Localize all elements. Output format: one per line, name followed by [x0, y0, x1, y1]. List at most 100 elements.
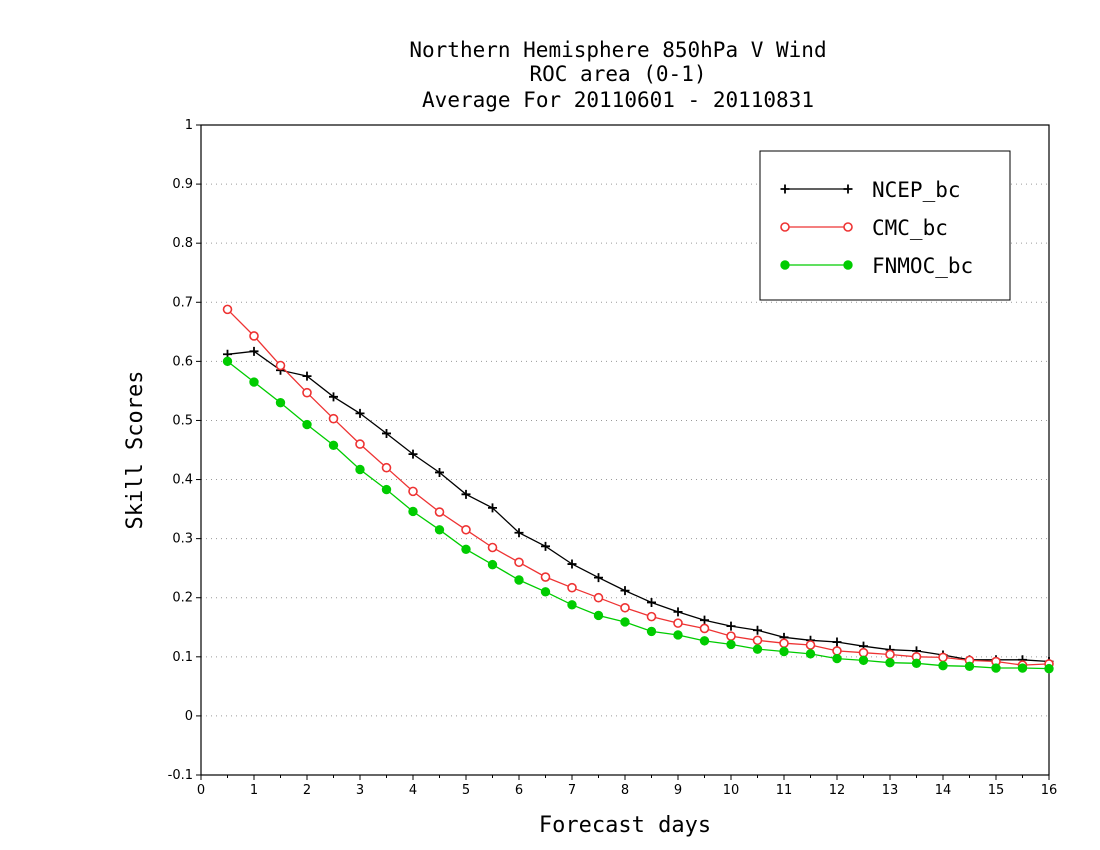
data-point — [514, 557, 524, 568]
y-tick-label: 0.6 — [172, 354, 193, 369]
x-tick-label: 6 — [515, 783, 523, 798]
data-point — [858, 655, 869, 666]
data-point — [726, 631, 736, 641]
legend-label: NCEP_bc — [872, 178, 961, 202]
data-point — [540, 572, 551, 582]
data-point — [302, 419, 312, 430]
y-axis-label: Skill Scores — [123, 371, 148, 530]
legend-entry: NCEP_bc — [780, 178, 961, 202]
data-point — [673, 618, 683, 628]
data-point — [434, 525, 445, 535]
data-point — [487, 559, 498, 570]
legend-entry: FNMOC_bc — [780, 254, 973, 278]
series-layer — [222, 304, 1054, 674]
data-point — [699, 636, 710, 646]
data-point — [275, 398, 286, 408]
y-tick-label: 0 — [185, 709, 193, 724]
series-line — [227, 350, 1050, 663]
x-tick-label: 11 — [776, 783, 793, 798]
chart-title: Northern Hemisphere 850hPa V Wind ROC ar… — [409, 38, 826, 112]
data-point — [620, 602, 630, 613]
data-point — [885, 649, 895, 660]
data-point — [699, 623, 710, 634]
data-point — [381, 462, 392, 473]
y-tick-label: -0.1 — [168, 768, 193, 783]
data-point — [1044, 663, 1054, 674]
data-point — [328, 413, 339, 424]
data-point — [434, 507, 445, 517]
data-point — [222, 356, 233, 367]
data-point — [594, 573, 603, 583]
series-FNMOC_bc — [222, 356, 1054, 674]
x-tick-label: 4 — [409, 783, 417, 798]
data-point — [355, 464, 365, 475]
x-tick-label: 15 — [988, 783, 1005, 798]
x-tick-label: 16 — [1041, 783, 1058, 798]
data-point — [647, 597, 656, 607]
data-point — [567, 600, 577, 610]
x-tick-label: 3 — [356, 783, 364, 798]
y-tick-label: 0.3 — [172, 532, 193, 547]
series-CMC_bc — [222, 304, 1054, 670]
data-point — [382, 428, 391, 438]
x-tick-label: 2 — [303, 783, 311, 798]
data-point — [646, 626, 657, 637]
chart-title-line-3: Average For 20110601 - 20110831 — [422, 88, 814, 112]
legend-box — [759, 150, 1011, 301]
x-tick-label: 8 — [621, 783, 629, 798]
data-point — [779, 638, 789, 649]
data-point — [646, 611, 657, 622]
data-point — [752, 644, 763, 654]
data-point — [911, 658, 922, 669]
y-tick-label: 0.8 — [172, 236, 193, 251]
x-tick-label: 0 — [197, 783, 205, 798]
data-point — [249, 331, 259, 341]
data-point — [328, 440, 339, 450]
data-point — [567, 582, 577, 593]
data-point — [461, 489, 471, 499]
data-point — [540, 587, 551, 597]
data-point — [461, 544, 471, 554]
data-point — [408, 486, 418, 497]
chart-title-line-2: ROC area (0-1) — [529, 62, 706, 86]
x-tick-label: 1 — [250, 783, 258, 798]
series-line — [227, 308, 1050, 666]
data-point — [673, 630, 683, 640]
x-tick-label: 7 — [568, 783, 576, 798]
data-point — [726, 621, 736, 631]
legend-marker — [843, 260, 853, 270]
data-point — [832, 653, 842, 664]
data-point — [541, 541, 550, 551]
x-axis-label: Forecast days — [539, 813, 711, 838]
legend-label: FNMOC_bc — [872, 254, 973, 278]
data-point — [302, 387, 312, 398]
data-point — [726, 639, 736, 650]
y-tick-label: 0.7 — [172, 295, 193, 310]
data-point — [700, 615, 709, 625]
legend-marker — [780, 222, 790, 232]
data-point — [1017, 663, 1028, 673]
legend-marker — [780, 184, 790, 194]
data-point — [275, 360, 286, 371]
legend-marker — [843, 222, 853, 232]
data-point — [355, 439, 365, 449]
data-point — [832, 637, 842, 647]
data-point — [752, 635, 763, 646]
legend: NCEP_bc CMC_bc FNMOC_bc — [759, 150, 1011, 301]
data-point — [249, 377, 259, 387]
data-point — [461, 524, 471, 535]
y-axis: -0.1 0 0.1 0.2 0.3 0.4 0.5 0.6 0.7 0.8 0.9 1 — [168, 118, 201, 783]
x-tick-label: 12 — [829, 783, 846, 798]
legend-marker — [843, 184, 853, 194]
data-point — [567, 559, 577, 569]
chart-title-line-1: Northern Hemisphere 850hPa V Wind — [409, 38, 826, 62]
data-point — [885, 658, 895, 668]
x-axis: 0 1 2 3 4 5 6 7 8 9 10 11 12 13 14 15 16 — [197, 775, 1057, 798]
data-point — [620, 586, 630, 596]
data-point — [593, 592, 604, 603]
data-point — [355, 408, 365, 418]
legend-entry: CMC_bc — [780, 216, 948, 240]
x-tick-label: 9 — [674, 783, 682, 798]
data-point — [435, 467, 444, 477]
data-point — [329, 392, 338, 402]
